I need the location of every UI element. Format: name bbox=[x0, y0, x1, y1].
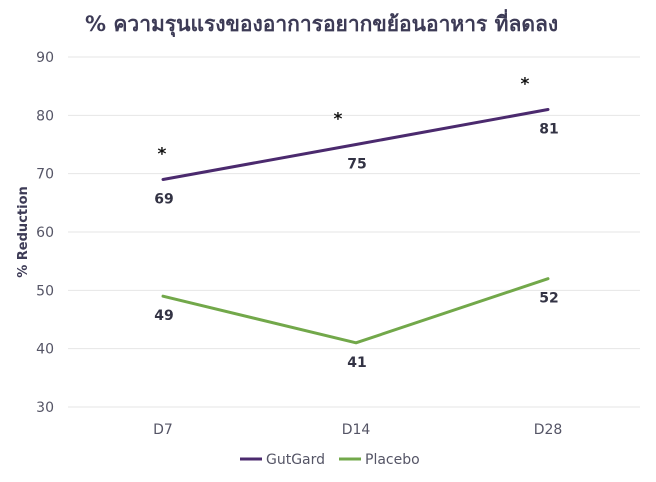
x-axis-ticks: D7 D14 D28 bbox=[153, 422, 562, 438]
significance-marker: * bbox=[521, 75, 530, 95]
significance-marker: * bbox=[334, 110, 343, 130]
legend: GutGard Placebo bbox=[240, 452, 420, 468]
legend-label: GutGard bbox=[266, 452, 325, 468]
y-tick-label: 80 bbox=[36, 108, 54, 124]
data-label: 52 bbox=[539, 291, 558, 307]
y-tick-label: 70 bbox=[36, 167, 54, 183]
x-tick-label: D14 bbox=[342, 422, 371, 438]
chart-title: % ความรุนแรงของอาการอยากขย้อนอาหาร ที่ลด… bbox=[85, 8, 558, 38]
x-tick-label: D7 bbox=[153, 422, 173, 438]
legend-label: Placebo bbox=[365, 452, 420, 468]
y-tick-label: 60 bbox=[36, 225, 54, 241]
data-label: 75 bbox=[347, 157, 366, 173]
data-label: 41 bbox=[347, 355, 366, 371]
x-tick-label: D28 bbox=[534, 422, 563, 438]
data-labels: 69 * 75 * 81 * 49 41 52 bbox=[154, 75, 558, 371]
data-label: 49 bbox=[154, 308, 173, 324]
y-tick-label: 90 bbox=[36, 50, 54, 66]
y-axis-label: % Reduction bbox=[16, 186, 31, 278]
y-axis-ticks: 30 40 50 60 70 80 90 bbox=[36, 50, 54, 416]
series-line-gutgard bbox=[161, 108, 550, 181]
data-label: 69 bbox=[154, 192, 173, 208]
significance-marker: * bbox=[158, 145, 167, 165]
series-line-placebo bbox=[161, 277, 550, 345]
data-label: 81 bbox=[539, 122, 558, 138]
y-tick-label: 50 bbox=[36, 283, 54, 299]
y-tick-label: 30 bbox=[36, 400, 54, 416]
gridlines bbox=[68, 56, 640, 408]
y-tick-label: 40 bbox=[36, 342, 54, 358]
series-lines bbox=[161, 108, 550, 345]
